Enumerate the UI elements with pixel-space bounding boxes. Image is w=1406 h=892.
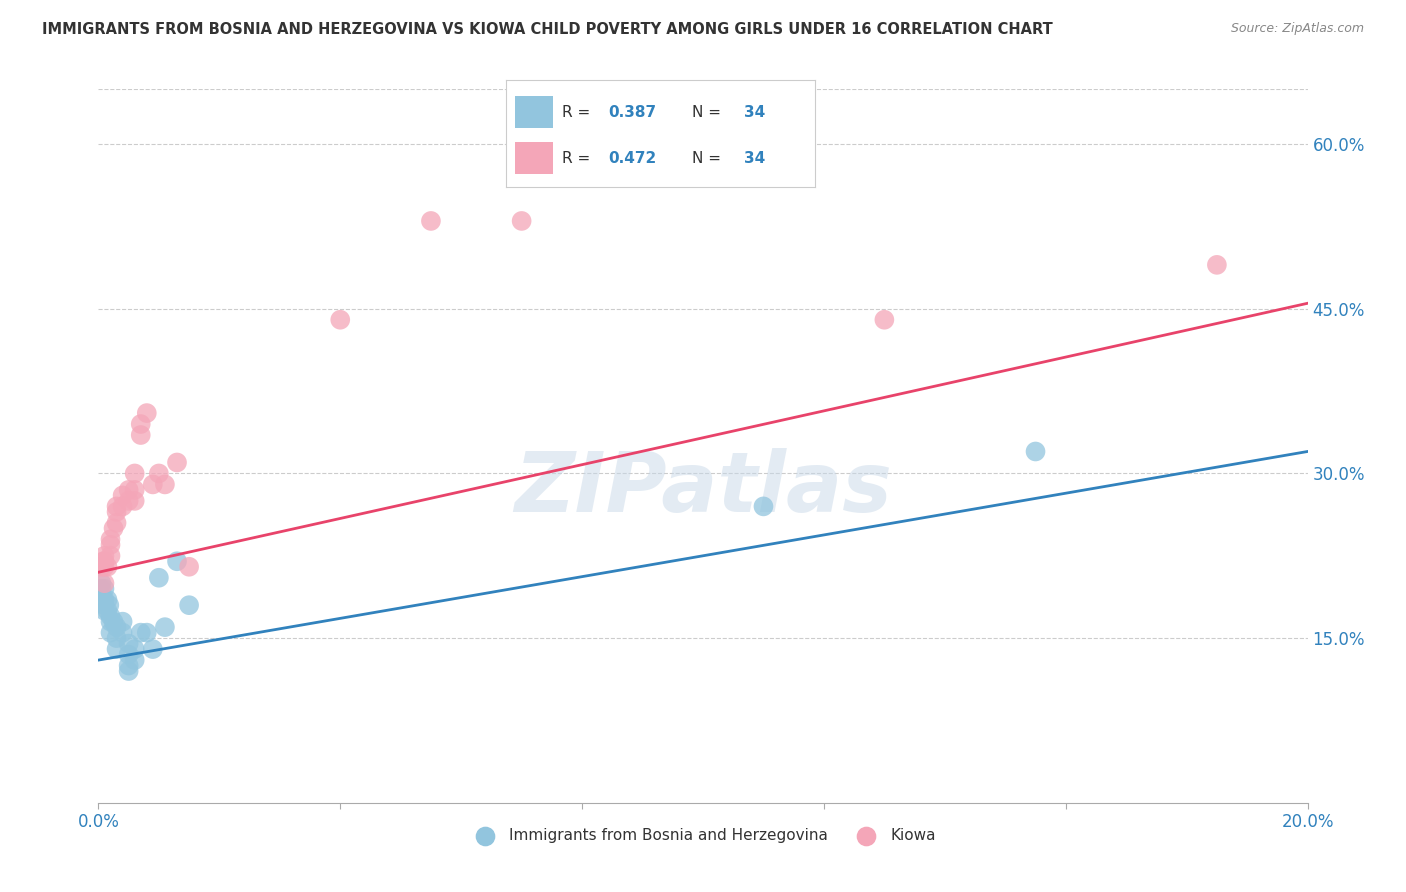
Point — [142, 477, 165, 491]
Point — [96, 559, 118, 574]
Point — [100, 533, 122, 547]
Point — [96, 604, 118, 618]
Point — [105, 505, 128, 519]
Text: R =: R = — [562, 151, 595, 166]
Point — [129, 417, 152, 431]
Point — [100, 538, 122, 552]
Point — [1024, 444, 1046, 458]
FancyBboxPatch shape — [516, 96, 553, 128]
Point — [142, 642, 165, 657]
Point — [420, 214, 443, 228]
Point — [135, 406, 157, 420]
Point — [118, 494, 141, 508]
Point — [124, 494, 146, 508]
Point — [118, 483, 141, 497]
Text: R =: R = — [562, 105, 595, 120]
Point — [111, 488, 134, 502]
Point — [105, 631, 128, 645]
Text: IMMIGRANTS FROM BOSNIA AND HERZEGOVINA VS KIOWA CHILD POVERTY AMONG GIRLS UNDER : IMMIGRANTS FROM BOSNIA AND HERZEGOVINA V… — [42, 22, 1053, 37]
Point — [118, 664, 141, 678]
Point — [148, 467, 170, 481]
Point — [873, 312, 896, 326]
Legend: Immigrants from Bosnia and Herzegovina, Kiowa: Immigrants from Bosnia and Herzegovina, … — [464, 822, 942, 848]
Point — [103, 615, 125, 629]
Point — [135, 625, 157, 640]
Point — [90, 582, 112, 596]
Point — [111, 615, 134, 629]
Point — [118, 637, 141, 651]
Point — [93, 582, 115, 596]
Point — [166, 455, 188, 469]
Point — [100, 625, 122, 640]
Point — [118, 648, 141, 662]
Point — [752, 500, 775, 514]
Point — [111, 500, 134, 514]
Point — [93, 604, 115, 618]
Point — [1206, 258, 1229, 272]
Text: 34: 34 — [744, 151, 766, 166]
Text: N =: N = — [692, 151, 725, 166]
Point — [93, 559, 115, 574]
Point — [179, 559, 201, 574]
Point — [93, 598, 115, 612]
Point — [90, 576, 112, 591]
Point — [111, 625, 134, 640]
Point — [103, 521, 125, 535]
Point — [153, 620, 176, 634]
Point — [105, 500, 128, 514]
Point — [90, 559, 112, 574]
Point — [129, 625, 152, 640]
Point — [153, 477, 176, 491]
Point — [124, 467, 146, 481]
Point — [124, 653, 146, 667]
Point — [148, 571, 170, 585]
Point — [93, 576, 115, 591]
FancyBboxPatch shape — [516, 143, 553, 175]
Point — [100, 615, 122, 629]
Point — [329, 312, 352, 326]
Text: ZIPatlas: ZIPatlas — [515, 449, 891, 529]
Point — [100, 609, 122, 624]
Text: Source: ZipAtlas.com: Source: ZipAtlas.com — [1230, 22, 1364, 36]
Point — [91, 554, 114, 568]
Point — [129, 428, 152, 442]
Point — [510, 214, 533, 228]
Point — [91, 592, 114, 607]
Point — [96, 592, 118, 607]
Point — [105, 642, 128, 657]
Point — [179, 598, 201, 612]
Text: 34: 34 — [744, 105, 766, 120]
Point — [105, 620, 128, 634]
Point — [93, 549, 115, 563]
Point — [98, 598, 121, 612]
Point — [124, 642, 146, 657]
Point — [93, 554, 115, 568]
Point — [124, 483, 146, 497]
Text: 0.387: 0.387 — [609, 105, 657, 120]
Point — [100, 549, 122, 563]
Point — [93, 592, 115, 607]
Text: N =: N = — [692, 105, 725, 120]
Point — [105, 516, 128, 530]
Point — [166, 554, 188, 568]
Text: 0.472: 0.472 — [609, 151, 657, 166]
Point — [118, 658, 141, 673]
